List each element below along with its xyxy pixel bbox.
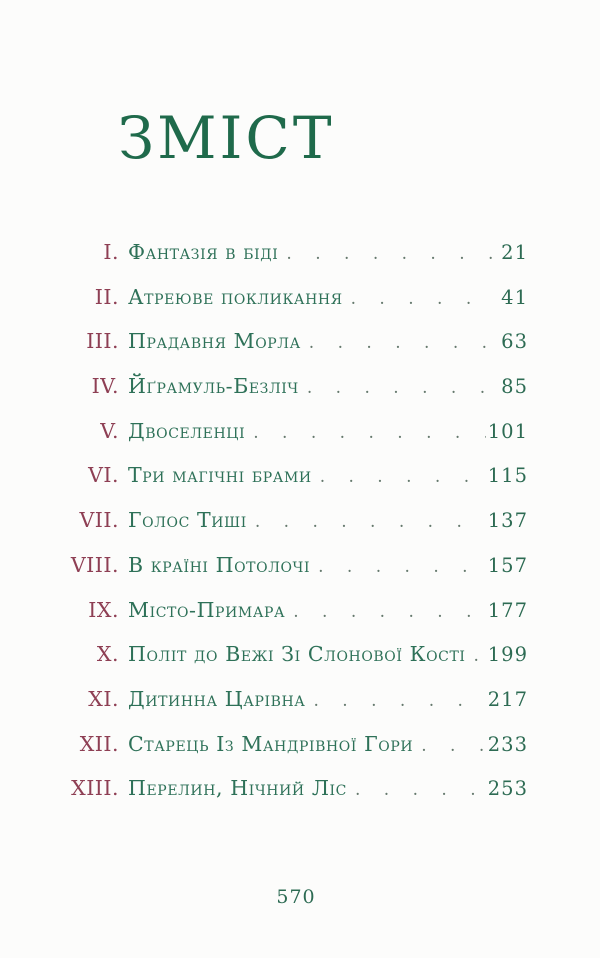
dot-leader [314, 691, 486, 711]
chapter-page-number: 157 [487, 553, 528, 577]
chapter-title: Атреюве покликання [128, 284, 343, 309]
chapter-title: Прадавня Морла [128, 329, 301, 354]
chapter-numeral: VIII. [70, 552, 119, 577]
chapter-page-number: 115 [487, 464, 528, 488]
dot-leader [320, 467, 486, 487]
dot-leader [421, 736, 486, 756]
toc-entry: I. Фантазія в біді 21 [62, 240, 528, 285]
chapter-numeral: XI. [88, 686, 119, 711]
toc-entry: II. Атреюве покликання 41 [62, 285, 528, 330]
dot-leader [351, 289, 492, 309]
toc-entry: X. Політ до Вежі Зі Слонової Кості 199 [62, 642, 528, 687]
toc-entry: IX. Місто-Примара 177 [62, 598, 528, 643]
toc-list: I. Фантазія в біді 21 II. Атреюве поклик… [62, 240, 528, 821]
dot-leader [309, 333, 492, 353]
dot-leader [286, 244, 492, 264]
toc-entry: VI. Три магічні брами 115 [62, 463, 528, 508]
toc-entry: VII. Голос Тиші 137 [62, 508, 528, 553]
chapter-numeral: IV. [91, 374, 119, 399]
chapter-numeral: VII. [79, 508, 119, 533]
toc-entry: IV. Йґрамуль-Безліч 85 [62, 374, 528, 419]
chapter-page-number: 85 [501, 375, 528, 399]
dot-leader [318, 557, 486, 577]
chapter-numeral: V. [100, 418, 119, 443]
chapter-numeral: IX. [88, 597, 119, 622]
dot-leader [253, 423, 486, 443]
chapter-title: Йґрамуль-Безліч [128, 374, 299, 399]
dot-leader [355, 780, 486, 800]
toc-entry: V. Двоселенці 101 [62, 419, 528, 464]
chapter-numeral: XII. [79, 731, 119, 756]
dot-leader [474, 646, 486, 666]
toc-entry: VIII. В країні Потолочі 157 [62, 553, 528, 598]
chapter-page-number: 21 [501, 241, 528, 264]
chapter-numeral: XIII. [71, 776, 119, 801]
chapter-page-number: 137 [487, 509, 528, 533]
toc-entry: XII. Старець Із Мандрівної Гори 233 [62, 732, 528, 777]
dot-leader [255, 512, 486, 532]
chapter-numeral: X. [96, 642, 119, 667]
chapter-title: Дитинна Царівна [128, 686, 306, 711]
chapter-title: Місто-Примара [128, 597, 286, 622]
folio-page-number: 570 [276, 886, 316, 908]
chapter-title: Двоселенці [128, 418, 246, 443]
toc-entry: XIII. Перелин, Нічний Ліс 253 [62, 776, 528, 821]
chapter-page-number: 199 [487, 643, 528, 667]
page-title: ЗМІСТ [118, 104, 335, 172]
chapter-page-number: 63 [501, 330, 528, 354]
toc-entry: III. Прадавня Морла 63 [62, 329, 528, 374]
chapter-page-number: 253 [487, 777, 528, 801]
dot-leader [307, 378, 492, 398]
chapter-title: Старець Із Мандрівної Гори [128, 731, 414, 756]
toc-entry: XI. Дитинна Царівна 217 [62, 687, 528, 732]
dot-leader [293, 602, 486, 622]
chapter-numeral: III. [86, 329, 119, 354]
chapter-page-number: 233 [487, 732, 528, 756]
chapter-page-number: 41 [501, 285, 528, 309]
chapter-title: Фантазія в біді [128, 240, 279, 264]
chapter-numeral: VI. [88, 463, 119, 488]
chapter-numeral: I. [103, 240, 119, 264]
chapter-page-number: 217 [487, 687, 528, 711]
chapter-title: Голос Тиші [128, 508, 247, 533]
chapter-title: Перелин, Нічний Ліс [128, 776, 347, 801]
chapter-title: Політ до Вежі Зі Слонової Кості [128, 642, 466, 667]
chapter-numeral: II. [94, 284, 119, 309]
chapter-title: В країні Потолочі [128, 552, 311, 577]
chapter-title: Три магічні брами [128, 463, 312, 488]
chapter-page-number: 101 [487, 419, 528, 443]
chapter-page-number: 177 [487, 598, 528, 622]
